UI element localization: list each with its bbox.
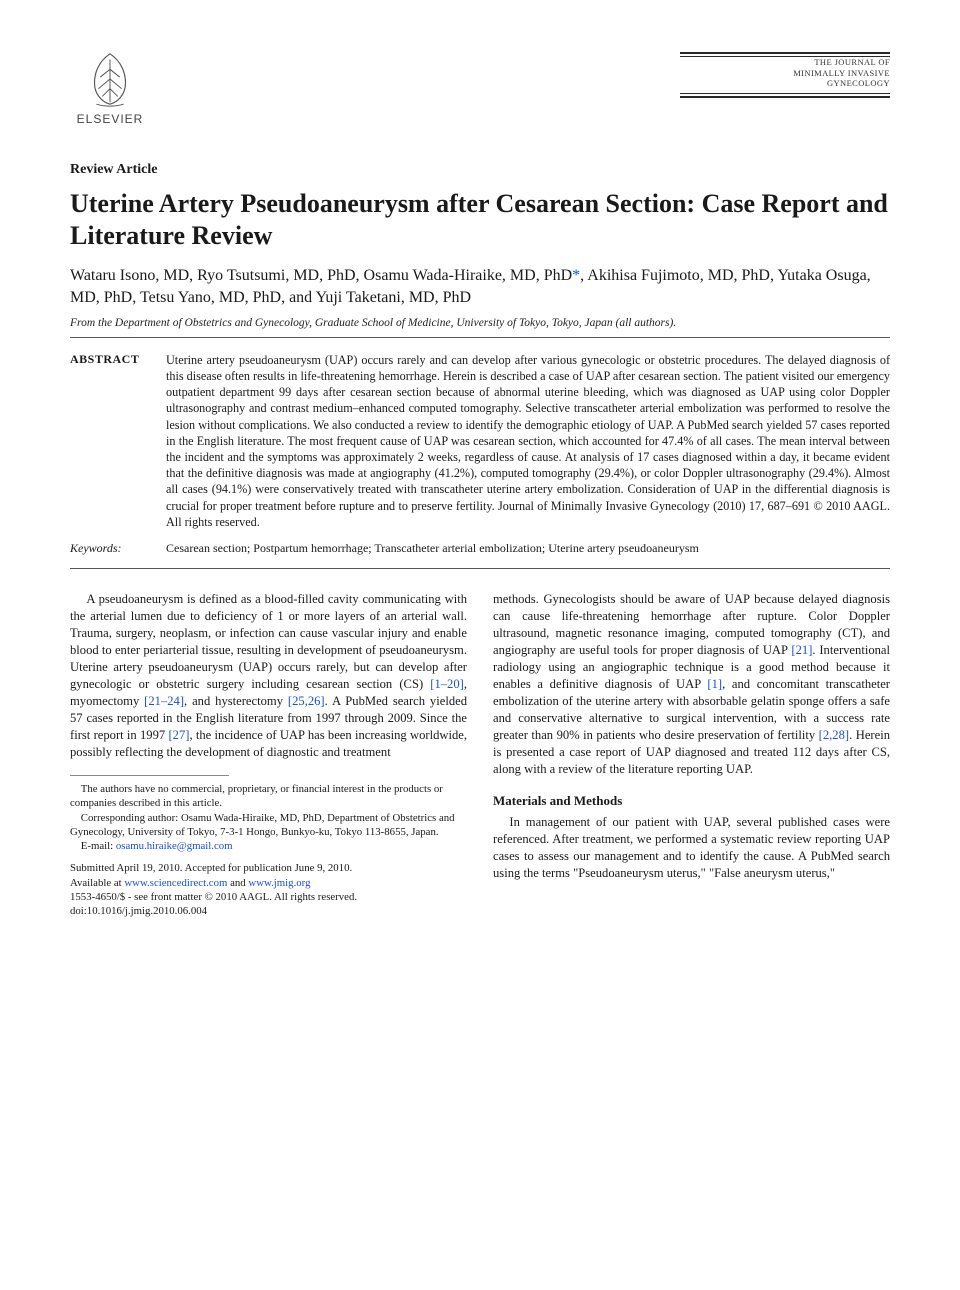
rule-above-abstract: [70, 337, 890, 338]
footnote-rule: [70, 775, 229, 776]
citation-link[interactable]: [1–20]: [430, 677, 464, 691]
jmig-link[interactable]: www.jmig.org: [248, 877, 310, 889]
journal-title-block: THE JOURNAL OF MINIMALLY INVASIVE GYNECO…: [680, 48, 890, 98]
footnote-block: The authors have no commercial, propriet…: [70, 775, 467, 918]
footnote-corresponding: Corresponding author: Osamu Wada-Hiraike…: [70, 811, 467, 840]
rule-below-keywords: [70, 568, 890, 569]
citation-link[interactable]: [21]: [791, 643, 812, 657]
citation-link[interactable]: [25,26]: [288, 694, 325, 708]
corresponding-email-link[interactable]: osamu.hiraike@gmail.com: [116, 840, 233, 852]
footnote-email-line: E-mail: osamu.hiraike@gmail.com: [70, 839, 467, 853]
keywords-text: Cesarean section; Postpartum hemorrhage;…: [166, 540, 890, 556]
corresponding-asterisk: *: [572, 267, 580, 284]
doi-line: doi:10.1016/j.jmig.2010.06.004: [70, 904, 467, 918]
article-type: Review Article: [70, 162, 890, 178]
citation-link[interactable]: [1]: [707, 677, 722, 691]
journal-line-2: MINIMALLY INVASIVE: [680, 68, 890, 79]
journal-rule-top: [680, 52, 890, 54]
body-columns: A pseudoaneurysm is defined as a blood-f…: [70, 591, 890, 918]
journal-line-3: GYNECOLOGY: [680, 78, 890, 89]
copyright-line: 1553-4650/$ - see front matter © 2010 AA…: [70, 890, 467, 904]
article-title: Uterine Artery Pseudoaneurysm after Cesa…: [70, 188, 890, 251]
author-list: Wataru Isono, MD, Ryo Tsutsumi, MD, PhD,…: [70, 265, 890, 308]
journal-line-1: THE JOURNAL OF: [680, 57, 890, 68]
email-label: E-mail:: [81, 840, 116, 852]
body-paragraph-1: A pseudoaneurysm is defined as a blood-f…: [70, 591, 467, 761]
publisher-logo-block: ELSEVIER: [70, 48, 150, 136]
footnote-coi: The authors have no commercial, propriet…: [70, 782, 467, 811]
body-paragraph-2: methods. Gynecologists should be aware o…: [493, 591, 890, 778]
elsevier-tree-icon: [79, 48, 141, 110]
affiliation: From the Department of Obstetrics and Gy…: [70, 317, 890, 329]
body-p1c: , and hysterectomy: [184, 694, 288, 708]
footnote-availability: Available at www.sciencedirect.com and w…: [70, 876, 467, 890]
citation-link[interactable]: [21–24]: [144, 694, 184, 708]
journal-rule-bot-thin: [680, 93, 890, 94]
body-paragraph-3: In management of our patient with UAP, s…: [493, 814, 890, 882]
sciencedirect-link[interactable]: www.sciencedirect.com: [124, 877, 227, 889]
abstract-block: ABSTRACT Uterine artery pseudoaneurysm (…: [70, 352, 890, 530]
section-heading-materials: Materials and Methods: [493, 792, 890, 810]
avail-pre: Available at: [70, 877, 124, 889]
avail-mid: and: [227, 877, 248, 889]
publisher-name: ELSEVIER: [77, 112, 144, 126]
keywords-block: Keywords: Cesarean section; Postpartum h…: [70, 540, 890, 556]
journal-rule-bot: [680, 96, 890, 98]
page-header: ELSEVIER THE JOURNAL OF MINIMALLY INVASI…: [70, 48, 890, 136]
abstract-label: ABSTRACT: [70, 352, 152, 530]
footnote-dates: Submitted April 19, 2010. Accepted for p…: [70, 861, 467, 875]
abstract-text: Uterine artery pseudoaneurysm (UAP) occu…: [166, 352, 890, 530]
authors-text: Wataru Isono, MD, Ryo Tsutsumi, MD, PhD,…: [70, 267, 871, 306]
citation-link[interactable]: [27]: [168, 728, 189, 742]
citation-link[interactable]: [2,28]: [819, 728, 849, 742]
body-p1a: A pseudoaneurysm is defined as a blood-f…: [70, 592, 467, 691]
keywords-label: Keywords:: [70, 540, 152, 556]
footnotes: The authors have no commercial, propriet…: [70, 782, 467, 918]
